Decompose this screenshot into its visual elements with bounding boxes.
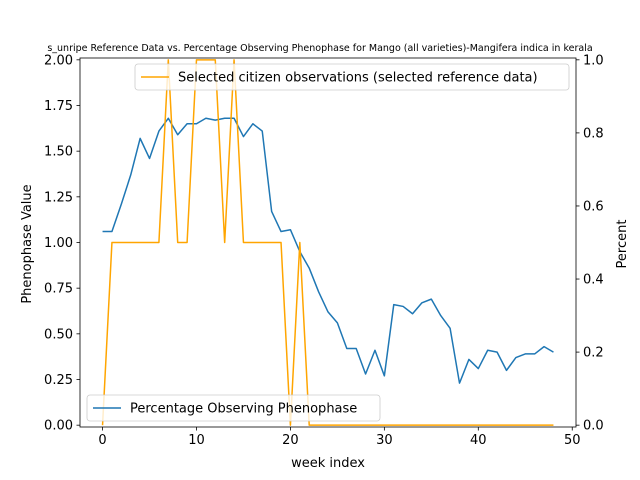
legend-box xyxy=(86,394,381,422)
y-right-tick-label: 0.0 xyxy=(583,419,604,434)
chart-title: s_unripe Reference Data vs. Percentage O… xyxy=(47,43,592,54)
x-tick-label: 10 xyxy=(188,433,205,448)
x-tick-label: 40 xyxy=(470,433,487,448)
y-left-tick-label: 0.00 xyxy=(44,419,73,434)
y-left-tick-label: 0.75 xyxy=(44,282,73,297)
y-left-tick-label: 1.00 xyxy=(44,236,73,251)
y-left-tick-label: 1.25 xyxy=(44,190,73,205)
plot-area xyxy=(101,59,554,426)
y-left-tick-label: 1.50 xyxy=(44,145,73,160)
x-tick-label: 50 xyxy=(564,433,581,448)
legend-label: Selected citizen observations (selected … xyxy=(178,71,538,86)
y-left-tick-label: 0.25 xyxy=(44,373,73,388)
y-right-tick-label: 0.8 xyxy=(583,126,604,141)
legend-box xyxy=(134,63,570,91)
x-axis-label: week index xyxy=(291,456,365,471)
y-left-tick-label: 2.00 xyxy=(44,53,73,68)
y-axis-right-label: Percent xyxy=(615,220,630,269)
y-right-tick-label: 0.4 xyxy=(583,273,604,288)
y-right-tick-label: 0.6 xyxy=(583,199,604,214)
y-left-tick-label: 1.75 xyxy=(44,99,73,114)
legends: Selected citizen observations (selected … xyxy=(86,63,570,422)
x-tick-label: 30 xyxy=(376,433,393,448)
axes: 0 10 20 30 40 50 0.00 0.25 0.50 0.75 1.00 1.25 1.50 1… xyxy=(44,53,604,448)
y-axis-left-label: Phenophase Value xyxy=(20,184,35,303)
y-right-tick-label: 0.2 xyxy=(583,346,604,361)
series-line-percentage-observing xyxy=(102,117,554,384)
x-tick-label: 0 xyxy=(98,433,106,448)
y-right-tick-label: 1.0 xyxy=(583,53,604,68)
series-line-citizen-observations xyxy=(101,59,554,426)
legend-label: Percentage Observing Phenophase xyxy=(130,402,357,417)
y-left-tick-label: 0.50 xyxy=(44,327,73,342)
x-tick-label: 20 xyxy=(282,433,299,448)
